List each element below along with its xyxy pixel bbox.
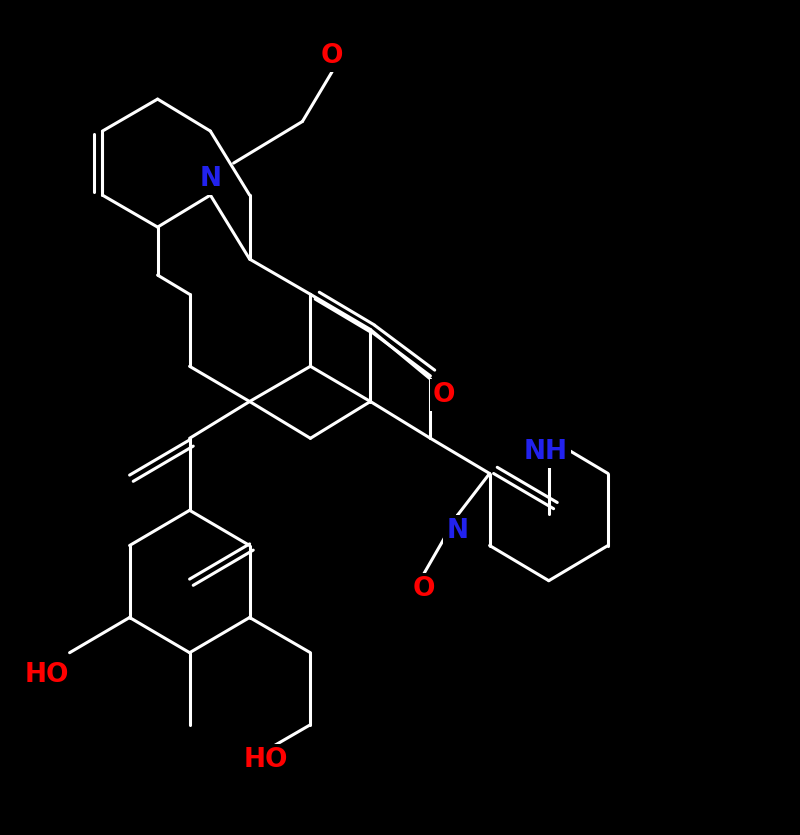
Text: NH: NH xyxy=(524,439,568,465)
Text: N: N xyxy=(446,518,469,544)
Text: O: O xyxy=(321,43,343,69)
Text: HO: HO xyxy=(243,746,288,773)
Text: O: O xyxy=(413,576,435,603)
Text: O: O xyxy=(433,382,455,408)
Text: HO: HO xyxy=(24,662,69,688)
Text: N: N xyxy=(199,166,222,192)
